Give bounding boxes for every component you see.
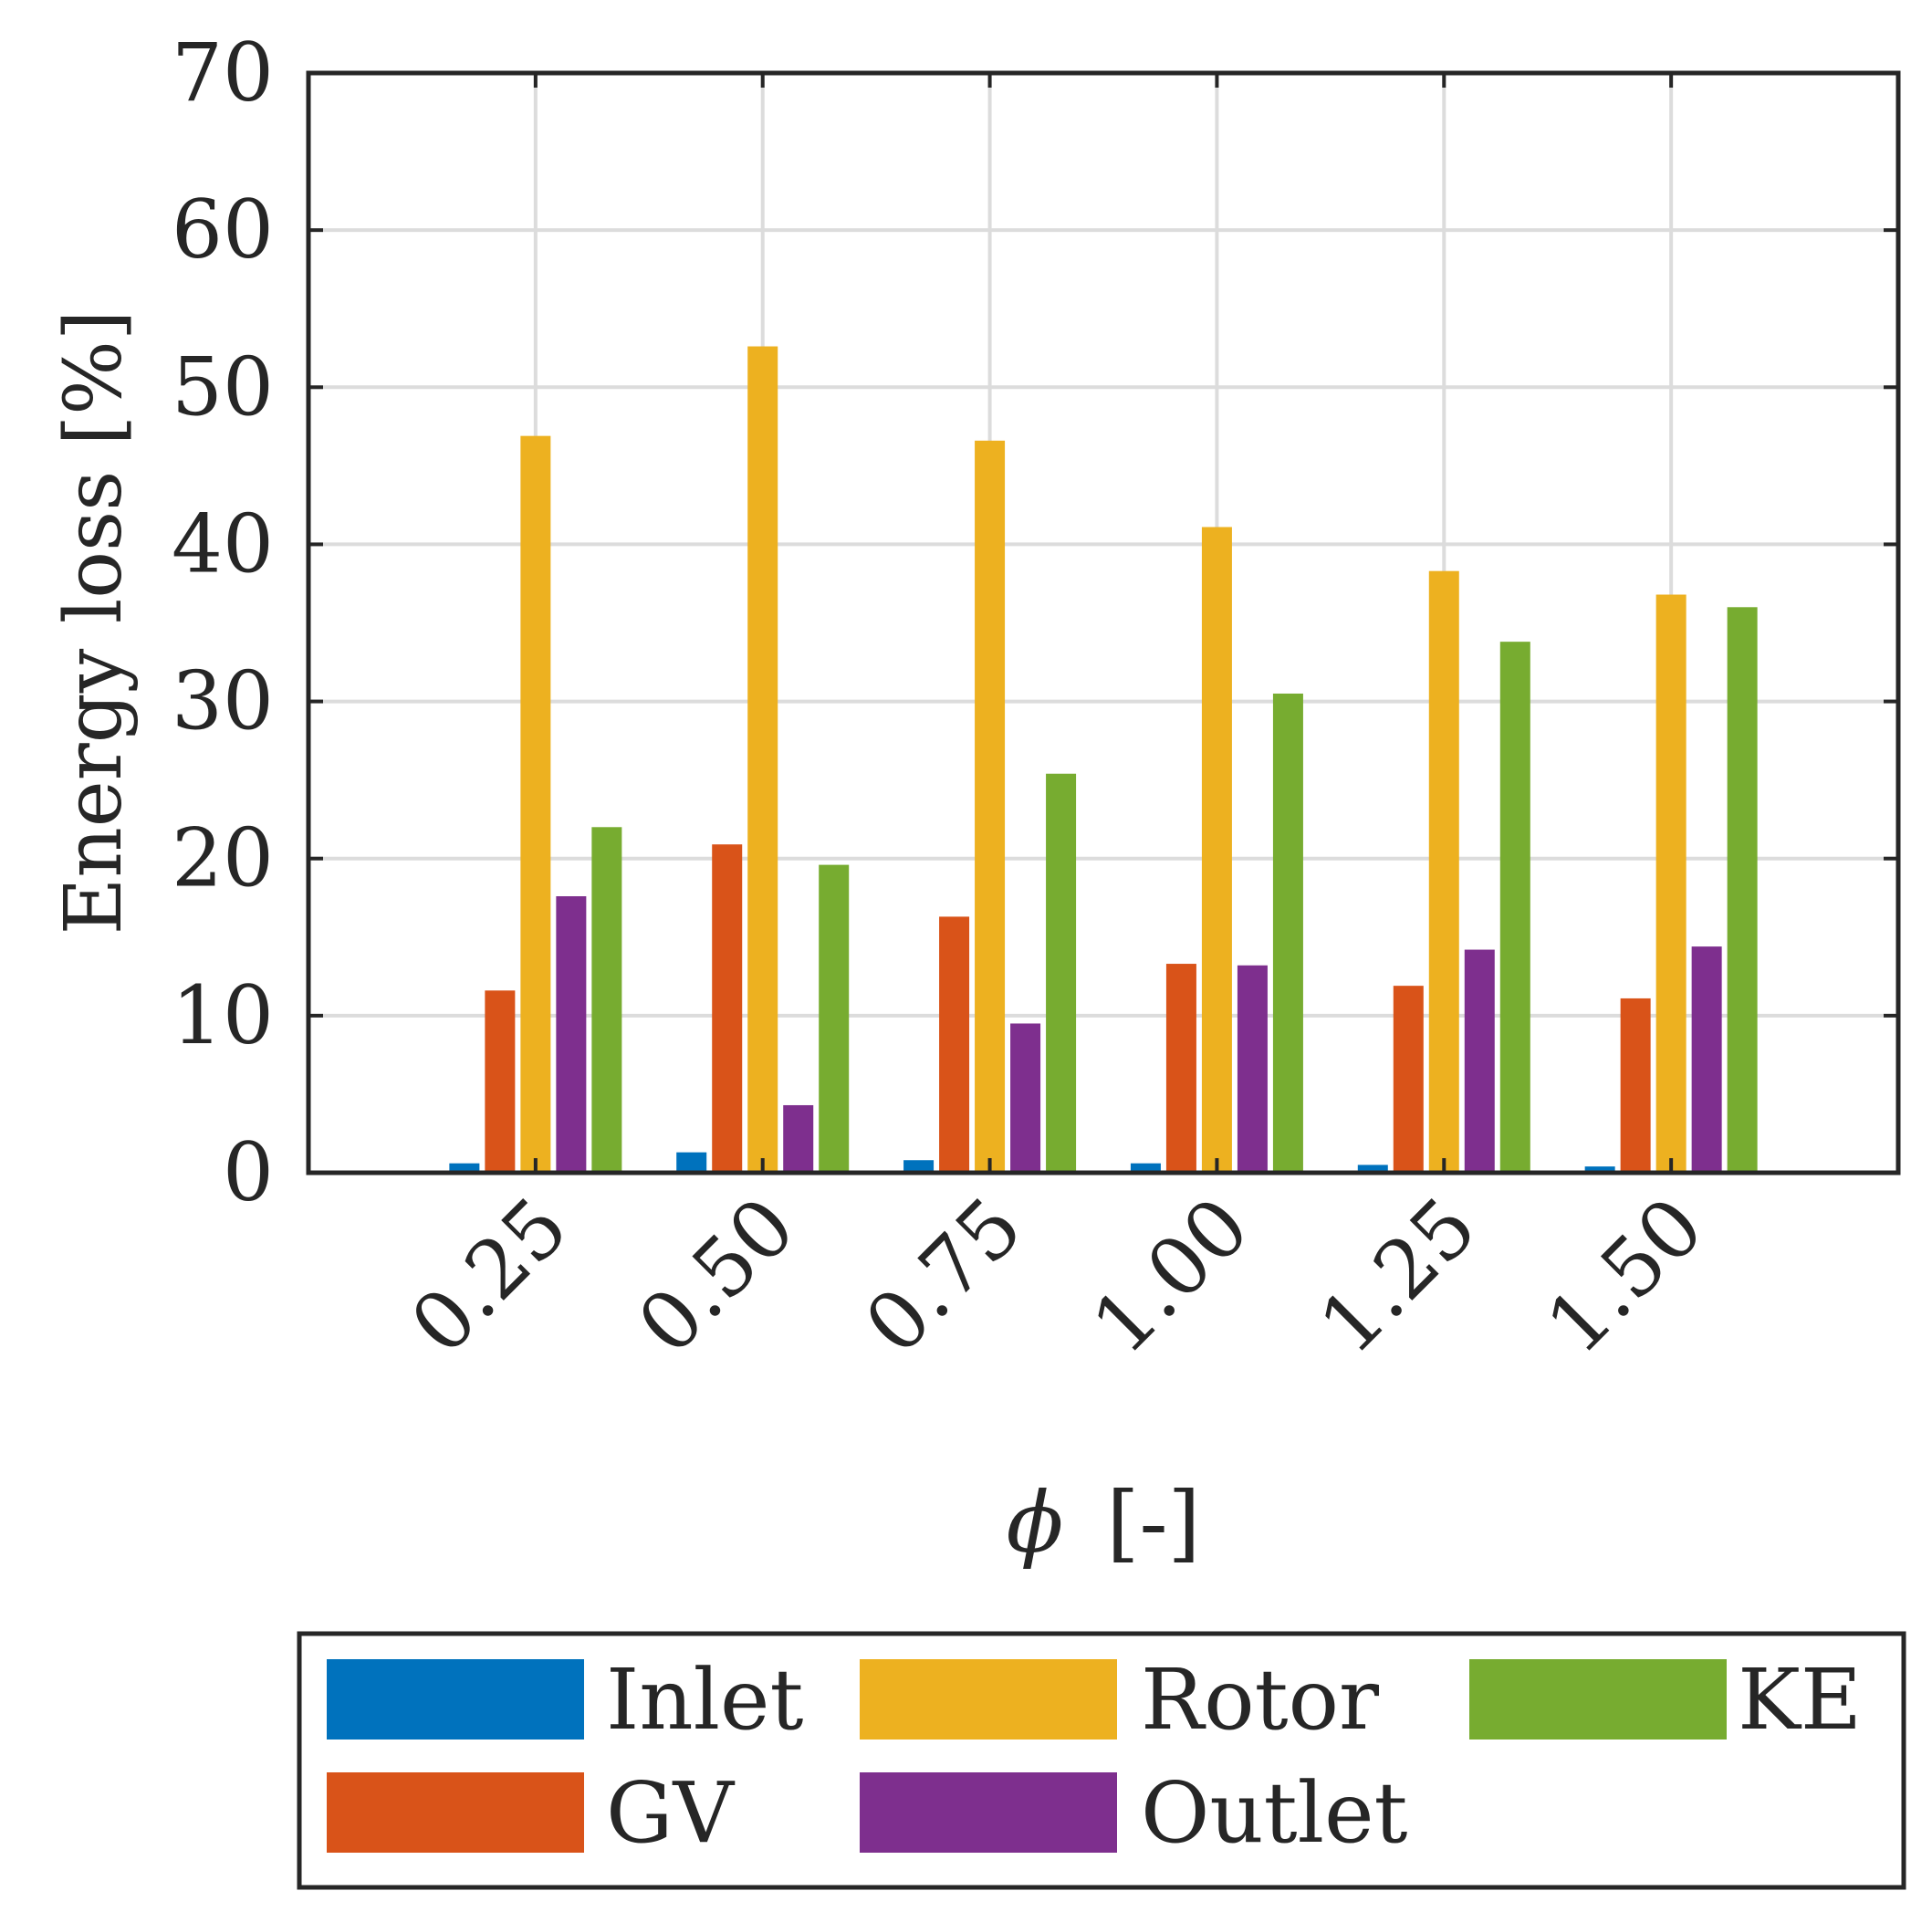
legend-label-gv: GV [606,1764,735,1862]
bar-rotor-0.50 [747,346,778,1173]
x-tick-label: 1.25 [1301,1179,1494,1372]
y-tick-label: 50 [172,340,274,434]
y-tick-label: 70 [172,26,274,120]
x-tick-label: 1.50 [1529,1179,1721,1372]
bar-ke-0.25 [591,827,622,1173]
bar-outlet-0.75 [1010,1023,1041,1173]
y-tick-label: 30 [172,654,274,748]
legend-swatch-gv [327,1772,584,1853]
legend-swatch-ke [1469,1659,1727,1740]
bar-ke-0.50 [819,864,850,1173]
bar-gv-0.25 [485,990,516,1173]
y-tick-label: 0 [223,1125,274,1219]
y-tick-label: 10 [172,968,274,1062]
legend-label-rotor: Rotor [1141,1651,1379,1749]
bar-inlet-0.25 [449,1163,480,1173]
bar-ke-1.25 [1499,642,1530,1173]
legend-label-inlet: Inlet [606,1651,803,1749]
bar-rotor-0.25 [520,435,551,1173]
bar-gv-1.25 [1393,986,1424,1173]
bar-inlet-1.25 [1357,1165,1388,1173]
y-tick-label: 60 [172,183,274,277]
bar-inlet-1.50 [1584,1166,1615,1173]
legend-label-outlet: Outlet [1141,1764,1408,1862]
bar-outlet-0.25 [556,896,587,1173]
bar-outlet-0.50 [783,1104,814,1173]
y-tick-labels: 0 10 20 30 40 50 60 70 [172,26,274,1219]
bar-inlet-0.75 [903,1160,935,1173]
bar-ke-1.00 [1272,693,1303,1173]
bar-rotor-1.25 [1428,570,1459,1173]
bar-rotor-1.50 [1655,594,1687,1173]
y-tick-label: 40 [172,496,274,590]
bar-gv-0.75 [939,916,970,1173]
bar-ke-1.50 [1727,607,1758,1173]
legend-swatch-inlet [327,1659,584,1740]
bar-inlet-0.50 [676,1152,707,1173]
bar-gv-0.50 [712,844,743,1173]
x-tick-label: 1.00 [1074,1179,1267,1372]
bar-outlet-1.25 [1464,949,1495,1173]
y-tick-label: 20 [172,811,274,905]
bar-ke-0.75 [1046,773,1077,1173]
plot-area-frame [306,70,1901,1175]
bar-gv-1.00 [1165,964,1196,1173]
x-tick-label: 0.50 [620,1179,812,1372]
bars [449,346,1758,1173]
bar-rotor-0.75 [975,440,1006,1173]
bar-outlet-1.50 [1691,946,1722,1173]
bar-inlet-1.00 [1130,1163,1161,1173]
legend: Inlet GV Rotor Outlet KE [297,1631,1906,1890]
legend-swatch-rotor [860,1659,1117,1740]
bar-rotor-1.00 [1201,527,1232,1173]
x-axis-unit: [-] [1107,1474,1201,1572]
legend-swatch-outlet [860,1772,1117,1853]
x-tick-labels: 0.25 0.50 0.75 1.00 1.25 1.50 [392,1179,1721,1372]
tick-marks [308,71,1898,1175]
bar-gv-1.50 [1620,998,1651,1173]
x-axis-label: ϕ [-] [1007,1474,1201,1572]
x-tick-label: 0.25 [392,1179,585,1372]
y-axis-label: Energy loss [%] [48,310,140,935]
legend-label-ke: KE [1738,1651,1862,1749]
x-tick-label: 0.75 [847,1179,1039,1372]
bar-outlet-1.00 [1237,965,1268,1173]
x-axis-symbol: ϕ [1007,1474,1064,1572]
